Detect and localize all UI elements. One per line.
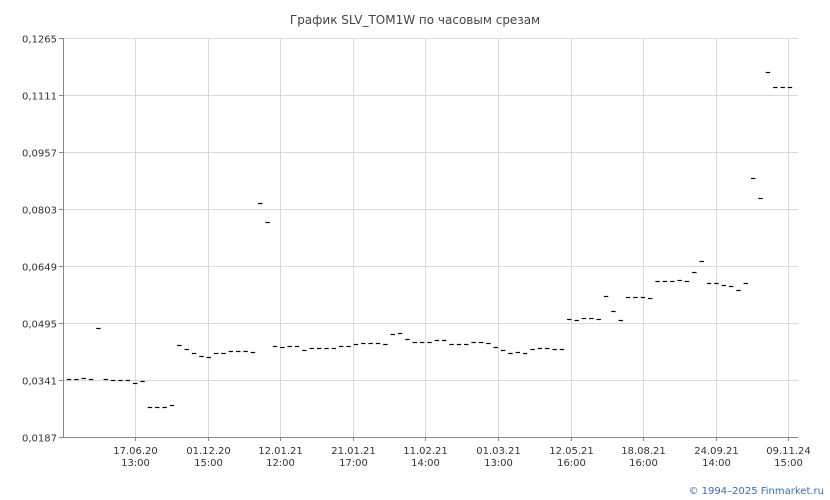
x-tick-date: 11.02.21 xyxy=(403,446,448,457)
x-tick-time: 16:00 xyxy=(629,458,658,469)
x-tick-time: 12:00 xyxy=(266,458,295,469)
y-tick-label: 0,0341 xyxy=(22,377,57,388)
y-tick-label: 0,1265 xyxy=(22,35,57,46)
x-tick-date: 12.05.21 xyxy=(549,446,594,457)
x-tick-time: 16:00 xyxy=(557,458,586,469)
x-tick-time: 13:00 xyxy=(484,458,513,469)
y-tick-label: 0,1111 xyxy=(22,92,57,103)
data-marks xyxy=(66,71,793,409)
axes xyxy=(63,38,798,438)
x-tick-time: 15:00 xyxy=(194,458,223,469)
x-tick-time: 14:00 xyxy=(411,458,440,469)
x-tick-time: 14:00 xyxy=(702,458,731,469)
x-tick-date: 24.09.21 xyxy=(694,446,739,457)
y-tick-labels: 0,1265 0,1111 0,0957 0,0803 0,0649 0,0495 0,03… xyxy=(22,35,57,445)
x-tick-time: 13:00 xyxy=(121,458,150,469)
y-tick-label: 0,0187 xyxy=(22,434,57,445)
x-tick-date: 01.03.21 xyxy=(476,446,521,457)
x-tick-date: 01.12.20 xyxy=(186,446,231,457)
x-tick-time: 17:00 xyxy=(339,458,368,469)
y-tick-label: 0,0957 xyxy=(22,149,57,160)
y-gridlines xyxy=(59,38,798,438)
x-tick-labels: 17.06.2013:0001.12.2015:0012.01.2112:002… xyxy=(113,446,811,469)
x-tick-date: 12.01.21 xyxy=(258,446,303,457)
chart-title: График SLV_TOM1W по часовым срезам xyxy=(290,13,540,27)
y-tick-label: 0,0495 xyxy=(22,320,57,331)
copyright-text: © 1994–2025 Finmarket.ru xyxy=(688,486,824,497)
y-tick-label: 0,0649 xyxy=(22,263,57,274)
x-tick-date: 18.08.21 xyxy=(621,446,666,457)
x-gridlines xyxy=(135,38,789,441)
x-tick-date: 21.01.21 xyxy=(331,446,376,457)
x-tick-date: 09.11.24 xyxy=(766,446,811,457)
y-tick-label: 0,0803 xyxy=(22,206,57,217)
x-tick-date: 17.06.20 xyxy=(113,446,158,457)
x-tick-time: 15:00 xyxy=(774,458,803,469)
